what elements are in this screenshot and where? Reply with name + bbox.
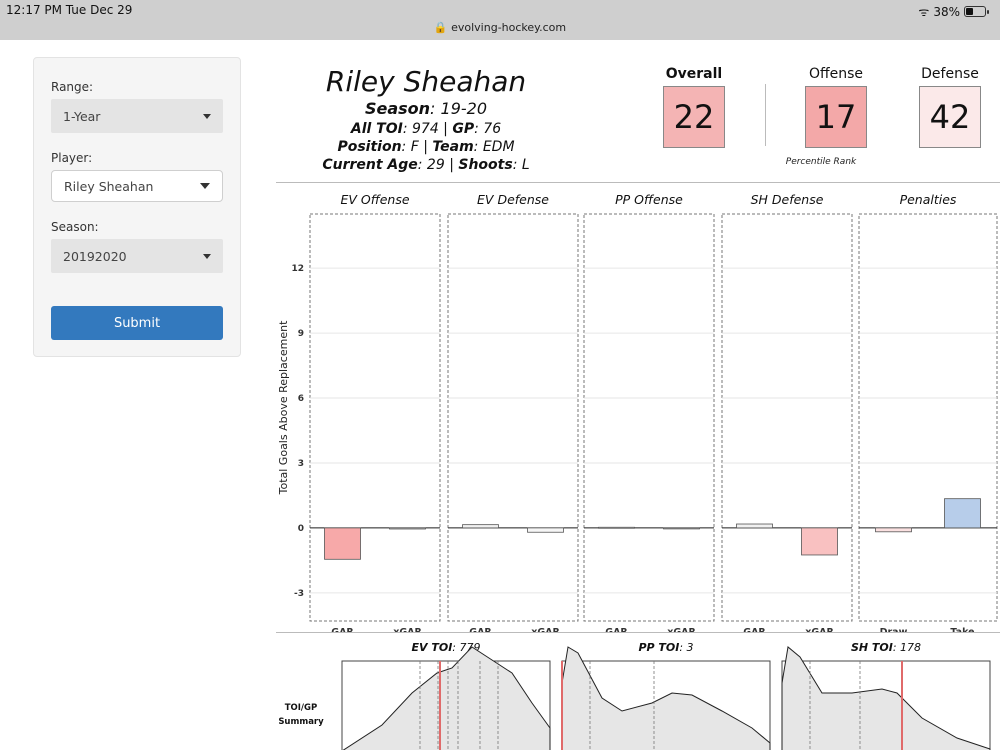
season-select-value: 20192020: [63, 248, 127, 264]
submit-button[interactable]: Submit: [51, 306, 223, 340]
season-key: Season: [364, 99, 431, 118]
team-value: : EDM: [473, 139, 515, 155]
panel-frame: [858, 213, 998, 622]
y-tick-label: -3: [294, 589, 304, 599]
toi-density-curve: [561, 646, 771, 750]
toi-key: All TOI: [350, 121, 403, 137]
range-label: Range:: [51, 80, 94, 94]
gar-chart: Total Goals Above Replacement 12 9 6 3 0 -3 EV …: [277, 192, 998, 632]
chevron-down-icon: [203, 253, 211, 259]
season-value: : 19-20: [430, 99, 488, 118]
bar-xgar: [389, 527, 426, 530]
player-label: Player:: [51, 151, 93, 165]
battery-percent: 38%: [933, 4, 960, 19]
x-tick-label: GAR: [331, 627, 354, 632]
age-key: Current Age: [322, 157, 418, 173]
chevron-down-icon: [203, 113, 211, 119]
player-select[interactable]: Riley Sheahan: [51, 170, 223, 202]
panel-title: PP Offense: [615, 192, 683, 207]
section-divider: [276, 182, 1000, 183]
range-select[interactable]: 1-Year: [51, 99, 223, 133]
panel-title: EV Defense: [477, 192, 549, 207]
bar-xgar: [527, 527, 564, 533]
y-tick-label: 12: [291, 264, 304, 274]
x-tick-label: Draw: [880, 627, 908, 632]
bar-draw: [875, 527, 912, 533]
x-tick-label: xGAR: [393, 627, 422, 632]
chevron-down-icon: [200, 183, 210, 189]
panel-title: Penalties: [900, 192, 957, 207]
status-bar: 12:17 PM Tue Dec 29 🔒 evolving-hockey.co…: [0, 0, 1000, 40]
season-select[interactable]: 20192020: [51, 239, 223, 273]
bar-take: [944, 498, 981, 529]
bar-xgar: [801, 527, 838, 556]
wifi-icon: ᯤ: [918, 5, 930, 19]
offense-label: Offense: [808, 66, 864, 82]
shoots-value: : L: [512, 157, 530, 173]
y-tick-label: 6: [298, 394, 304, 404]
main-content: Riley Sheahan Season: 19-20 All TOI: 974…: [276, 57, 1000, 750]
position-value: : F |: [401, 139, 433, 155]
panel-frame: [309, 213, 441, 622]
sidebar-panel: Range: 1-Year Player: Riley Sheahan Seas…: [33, 57, 241, 357]
divider: [765, 84, 766, 146]
shoots-key: Shoots: [458, 157, 513, 173]
panel-title: EV Offense: [340, 192, 409, 207]
lock-icon: 🔒: [433, 21, 448, 34]
player-select-value: Riley Sheahan: [64, 178, 154, 194]
age-line: Current Age: 29 | Shoots: L: [276, 157, 576, 173]
url-text: evolving-hockey.com: [451, 21, 567, 34]
y-axis-label: Total Goals Above Replacement: [277, 320, 290, 495]
toi-value: : 974 |: [402, 121, 453, 137]
season-label: Season:: [51, 220, 99, 234]
panel-frame: [447, 213, 579, 622]
player-name: Riley Sheahan: [325, 65, 527, 98]
bar-gar: [324, 527, 361, 560]
position-line: Position: F | Team: EDM: [276, 139, 576, 155]
toi-density-curve: [781, 646, 991, 750]
x-tick-label: Take: [950, 627, 974, 632]
x-tick-label: GAR: [605, 627, 628, 632]
toi-panel-title: SH TOI: 178: [851, 641, 921, 654]
x-tick-label: GAR: [743, 627, 766, 632]
battery-icon: [964, 6, 989, 17]
toi-chart: TOI/GP Summary EV TOI: 779 PP TOI: 3 SH TOI:…: [278, 641, 991, 750]
y-tick-label: 0: [298, 524, 304, 534]
toi-panel-title: EV TOI: 779: [411, 641, 480, 654]
position-key: Position: [337, 139, 402, 155]
season-line: Season: 19-20: [276, 99, 576, 118]
panel-frame: [583, 213, 715, 622]
team-key: Team: [432, 139, 474, 155]
gp-key: GP: [452, 121, 475, 137]
x-tick-label: xGAR: [667, 627, 696, 632]
overall-label: Overall: [665, 66, 723, 82]
toi-side-label: Summary: [278, 717, 324, 727]
section-divider: [276, 632, 1000, 633]
gp-value: : 76: [474, 121, 502, 137]
x-tick-label: GAR: [469, 627, 492, 632]
percentile-rank-note: Percentile Rank: [785, 157, 857, 167]
bar-gar: [598, 526, 635, 529]
toi-panel-title: PP TOI: 3: [638, 641, 693, 654]
battery-indicator: ᯤ 38%: [918, 3, 989, 20]
range-select-value: 1-Year: [63, 108, 101, 124]
status-time: 12:17 PM Tue Dec 29: [6, 3, 133, 17]
bar-gar: [462, 524, 499, 529]
defense-label: Defense: [921, 66, 979, 82]
x-tick-label: xGAR: [805, 627, 834, 632]
bar-gar: [736, 523, 773, 529]
toi-side-label: TOI/GP: [285, 703, 318, 713]
toi-line: All TOI: 974 | GP: 76: [276, 121, 576, 137]
bar-xgar: [663, 527, 700, 530]
y-tick-label: 3: [298, 459, 304, 469]
y-tick-label: 9: [298, 329, 304, 339]
panel-frame: [721, 213, 853, 622]
panel-title: SH Defense: [751, 192, 824, 207]
overall-percentile-box: 22: [663, 86, 725, 148]
offense-percentile-box: 17: [805, 86, 867, 148]
defense-percentile-box: 42: [919, 86, 981, 148]
age-value: : 29 |: [417, 157, 459, 173]
url-bar[interactable]: 🔒 evolving-hockey.com: [0, 21, 1000, 34]
x-tick-label: xGAR: [531, 627, 560, 632]
